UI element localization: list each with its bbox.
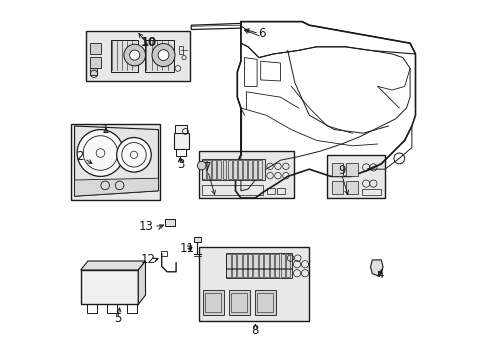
Bar xyxy=(253,254,257,277)
Bar xyxy=(285,254,289,277)
Bar xyxy=(126,304,137,313)
Bar xyxy=(269,254,273,277)
Circle shape xyxy=(197,161,205,170)
Bar xyxy=(176,149,185,156)
Bar xyxy=(252,160,256,179)
Circle shape xyxy=(117,138,151,172)
Bar xyxy=(201,159,264,180)
Bar xyxy=(87,304,97,313)
Bar xyxy=(173,133,188,149)
Bar xyxy=(81,270,138,304)
Bar xyxy=(326,155,384,198)
Bar xyxy=(257,293,273,312)
Bar xyxy=(227,160,231,179)
Bar xyxy=(194,237,201,242)
Bar xyxy=(71,124,160,200)
Polygon shape xyxy=(75,178,158,196)
Bar xyxy=(266,188,275,194)
Bar xyxy=(212,160,216,179)
Bar xyxy=(199,151,294,198)
Bar xyxy=(232,160,236,179)
Text: 5: 5 xyxy=(114,312,121,325)
Text: 11: 11 xyxy=(179,242,194,255)
Polygon shape xyxy=(370,260,382,276)
Text: 13: 13 xyxy=(139,220,154,233)
Bar xyxy=(86,31,190,81)
Bar xyxy=(331,163,343,176)
Bar xyxy=(277,188,285,194)
Bar xyxy=(217,160,221,179)
Bar xyxy=(331,181,343,194)
Text: 1: 1 xyxy=(102,123,109,136)
Circle shape xyxy=(152,44,175,67)
Bar xyxy=(111,40,138,72)
Text: 10: 10 xyxy=(141,36,157,49)
Bar xyxy=(242,160,246,179)
Bar xyxy=(90,68,97,75)
Bar xyxy=(207,160,211,179)
Text: 2: 2 xyxy=(76,150,83,163)
Bar xyxy=(231,254,236,277)
Bar xyxy=(203,290,224,315)
Text: 3: 3 xyxy=(176,158,183,171)
Text: 12: 12 xyxy=(140,253,155,266)
Circle shape xyxy=(77,130,123,176)
Polygon shape xyxy=(81,261,145,270)
Bar xyxy=(280,254,284,277)
Bar xyxy=(361,189,381,195)
Text: 7: 7 xyxy=(203,161,211,174)
Bar xyxy=(90,57,101,68)
Text: 6: 6 xyxy=(258,27,265,40)
Text: 9: 9 xyxy=(337,165,345,177)
Bar xyxy=(237,160,241,179)
Bar xyxy=(161,251,166,256)
Bar xyxy=(237,254,241,277)
Bar xyxy=(247,254,252,277)
Circle shape xyxy=(129,50,140,60)
Bar xyxy=(222,160,226,179)
Polygon shape xyxy=(138,261,145,304)
Bar xyxy=(346,163,357,176)
Bar xyxy=(258,254,263,277)
Bar xyxy=(90,43,101,54)
Bar xyxy=(175,125,186,133)
Polygon shape xyxy=(75,126,158,196)
Bar xyxy=(201,185,263,195)
Bar xyxy=(164,219,174,226)
Bar xyxy=(231,293,247,312)
Bar xyxy=(225,268,292,269)
Text: 8: 8 xyxy=(251,324,259,337)
Bar xyxy=(179,46,183,54)
Text: 4: 4 xyxy=(376,268,384,281)
Bar xyxy=(199,247,308,321)
Bar xyxy=(202,160,206,179)
Bar xyxy=(225,253,292,278)
Bar xyxy=(242,254,246,277)
Bar xyxy=(226,254,230,277)
Bar xyxy=(254,290,275,315)
Bar xyxy=(264,254,268,277)
Bar xyxy=(107,304,117,313)
Bar xyxy=(275,254,279,277)
Circle shape xyxy=(123,44,145,66)
Bar xyxy=(257,160,261,179)
Bar xyxy=(145,40,174,72)
Circle shape xyxy=(158,50,168,60)
Bar xyxy=(205,293,221,312)
Bar xyxy=(247,160,251,179)
Bar xyxy=(228,290,249,315)
Bar xyxy=(346,181,357,194)
